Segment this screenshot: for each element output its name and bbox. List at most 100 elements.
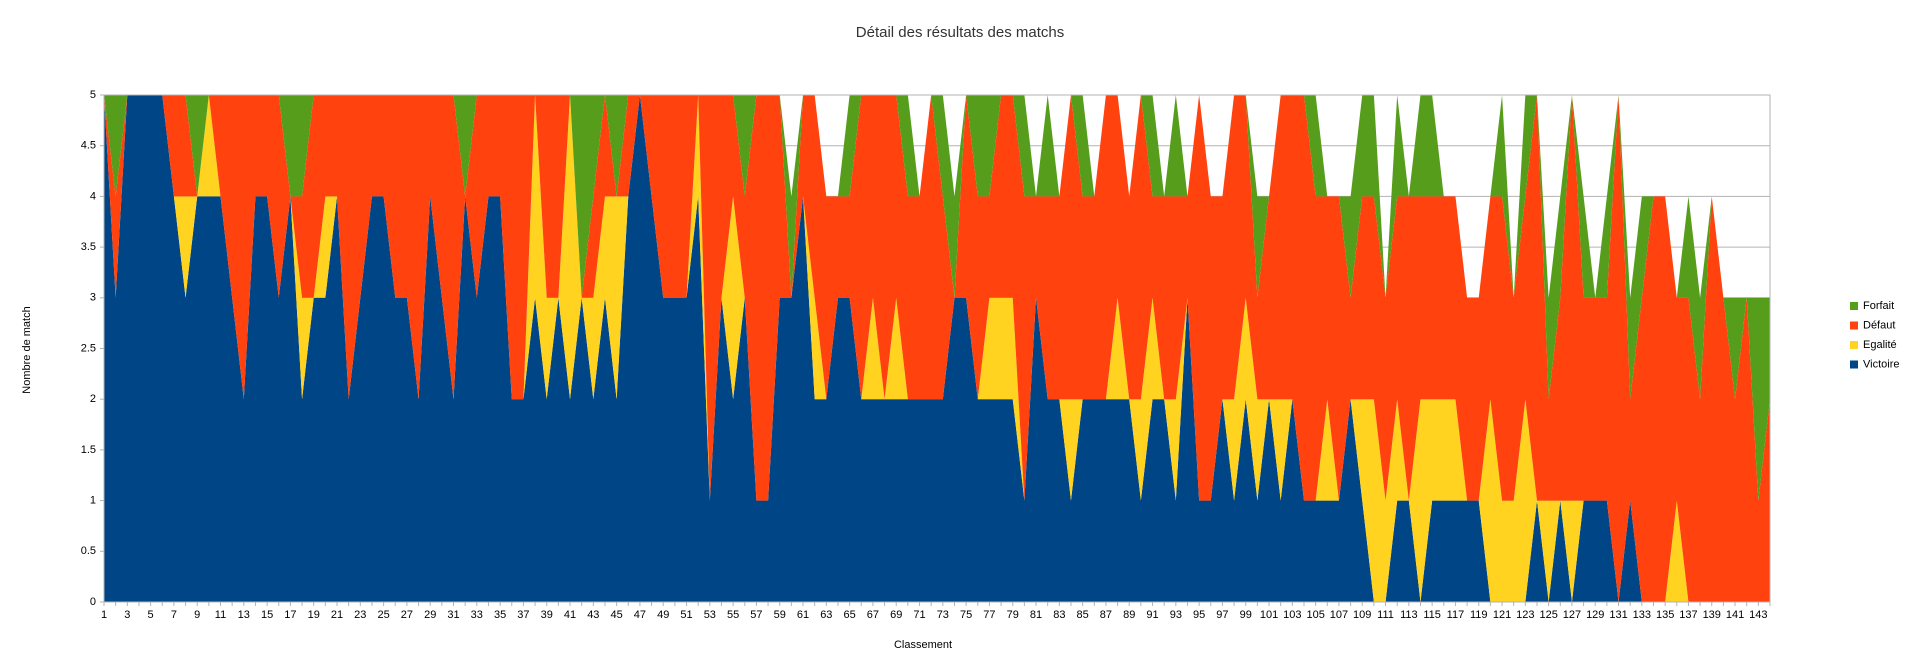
x-tick-label: 45 bbox=[610, 609, 622, 621]
x-tick-label: 87 bbox=[1100, 609, 1112, 621]
x-tick-label: 97 bbox=[1216, 609, 1228, 621]
x-tick-label: 81 bbox=[1030, 609, 1042, 621]
x-tick-label: 27 bbox=[401, 609, 413, 621]
y-tick-label: 4.5 bbox=[81, 140, 96, 152]
x-tick-label: 69 bbox=[890, 609, 902, 621]
x-tick-label: 119 bbox=[1470, 609, 1488, 621]
y-tick-label: 0.5 bbox=[81, 545, 96, 557]
x-tick-label: 133 bbox=[1633, 609, 1651, 621]
legend-swatch bbox=[1850, 321, 1858, 330]
x-tick-label: 55 bbox=[727, 609, 739, 621]
y-axis-title: Nombre de match bbox=[21, 306, 33, 393]
x-tick-label: 141 bbox=[1726, 609, 1744, 621]
x-tick-label: 125 bbox=[1539, 609, 1557, 621]
y-tick-label: 3.5 bbox=[81, 241, 96, 253]
x-tick-label: 91 bbox=[1146, 609, 1158, 621]
x-tick-label: 63 bbox=[820, 609, 832, 621]
x-tick-label: 3 bbox=[124, 609, 130, 621]
x-tick-label: 79 bbox=[1007, 609, 1019, 621]
x-tick-label: 9 bbox=[194, 609, 200, 621]
x-tick-label: 29 bbox=[424, 609, 436, 621]
x-tick-label: 143 bbox=[1749, 609, 1767, 621]
legend-label: Victoire bbox=[1863, 358, 1899, 370]
x-tick-label: 21 bbox=[331, 609, 343, 621]
x-tick-label: 77 bbox=[983, 609, 995, 621]
x-tick-label: 107 bbox=[1330, 609, 1348, 621]
y-tick-label: 3 bbox=[90, 292, 96, 304]
x-tick-label: 113 bbox=[1400, 609, 1418, 621]
x-tick-label: 121 bbox=[1493, 609, 1511, 621]
x-tick-label: 117 bbox=[1447, 609, 1465, 621]
x-tick-label: 53 bbox=[704, 609, 716, 621]
x-tick-label: 31 bbox=[447, 609, 459, 621]
x-tick-label: 65 bbox=[843, 609, 855, 621]
x-tick-label: 85 bbox=[1077, 609, 1089, 621]
y-tick-label: 1.5 bbox=[81, 444, 96, 456]
x-tick-label: 99 bbox=[1240, 609, 1252, 621]
x-tick-label: 127 bbox=[1563, 609, 1581, 621]
area bbox=[104, 95, 1770, 602]
x-tick-label: 123 bbox=[1516, 609, 1534, 621]
y-tick-label: 5 bbox=[90, 89, 96, 101]
x-tick-label: 101 bbox=[1260, 609, 1278, 621]
x-tick-label: 41 bbox=[564, 609, 576, 621]
y-tick-label: 2 bbox=[90, 393, 96, 405]
x-tick-label: 15 bbox=[261, 609, 273, 621]
x-tick-label: 137 bbox=[1679, 609, 1697, 621]
legend-swatch bbox=[1850, 360, 1858, 369]
x-tick-label: 49 bbox=[657, 609, 669, 621]
x-tick-label: 83 bbox=[1053, 609, 1065, 621]
x-tick-label: 7 bbox=[171, 609, 177, 621]
x-tick-label: 61 bbox=[797, 609, 809, 621]
y-tick-label: 4 bbox=[90, 190, 96, 202]
x-tick-label: 43 bbox=[587, 609, 599, 621]
x-tick-label: 95 bbox=[1193, 609, 1205, 621]
x-axis-title: Classement bbox=[894, 639, 952, 651]
x-tick-label: 35 bbox=[494, 609, 506, 621]
x-tick-label: 33 bbox=[471, 609, 483, 621]
x-tick-label: 25 bbox=[377, 609, 389, 621]
x-tick-label: 115 bbox=[1423, 609, 1441, 621]
legend-swatch bbox=[1850, 302, 1858, 310]
x-tick-label: 47 bbox=[634, 609, 646, 621]
legend-label: Forfait bbox=[1863, 300, 1894, 312]
x-tick-label: 37 bbox=[517, 609, 529, 621]
x-tick-label: 23 bbox=[354, 609, 366, 621]
y-tick-label: 0 bbox=[90, 596, 96, 608]
legend-label: Egalité bbox=[1863, 339, 1897, 351]
x-tick-label: 17 bbox=[284, 609, 296, 621]
x-tick-label: 1 bbox=[101, 609, 107, 621]
legend-label: Défaut bbox=[1863, 319, 1895, 331]
x-tick-label: 139 bbox=[1703, 609, 1721, 621]
x-tick-label: 19 bbox=[308, 609, 320, 621]
x-tick-label: 67 bbox=[867, 609, 879, 621]
y-tick-label: 2.5 bbox=[81, 342, 96, 354]
plot-border bbox=[103, 94, 1771, 603]
x-tick-label: 59 bbox=[774, 609, 786, 621]
y-tick-label: 1 bbox=[90, 495, 96, 507]
x-tick-label: 135 bbox=[1656, 609, 1674, 621]
area bbox=[104, 95, 1770, 501]
x-tick-label: 5 bbox=[148, 609, 154, 621]
x-tick-label: 75 bbox=[960, 609, 972, 621]
x-tick-label: 131 bbox=[1609, 609, 1627, 621]
x-tick-label: 89 bbox=[1123, 609, 1135, 621]
legend-swatch bbox=[1850, 341, 1858, 349]
x-tick-label: 39 bbox=[541, 609, 553, 621]
x-tick-label: 93 bbox=[1170, 609, 1182, 621]
x-tick-label: 11 bbox=[215, 609, 226, 621]
x-tick-label: 73 bbox=[937, 609, 949, 621]
x-tick-label: 105 bbox=[1306, 609, 1324, 621]
chart-title: Détail des résultats des matchs bbox=[856, 24, 1064, 41]
area bbox=[104, 95, 1770, 602]
x-tick-label: 57 bbox=[750, 609, 762, 621]
x-tick-label: 103 bbox=[1283, 609, 1301, 621]
x-tick-label: 13 bbox=[238, 609, 250, 621]
x-tick-label: 109 bbox=[1353, 609, 1371, 621]
x-tick-label: 129 bbox=[1586, 609, 1604, 621]
x-tick-label: 71 bbox=[913, 609, 925, 621]
x-tick-label: 51 bbox=[680, 609, 692, 621]
x-tick-label: 111 bbox=[1377, 609, 1394, 621]
